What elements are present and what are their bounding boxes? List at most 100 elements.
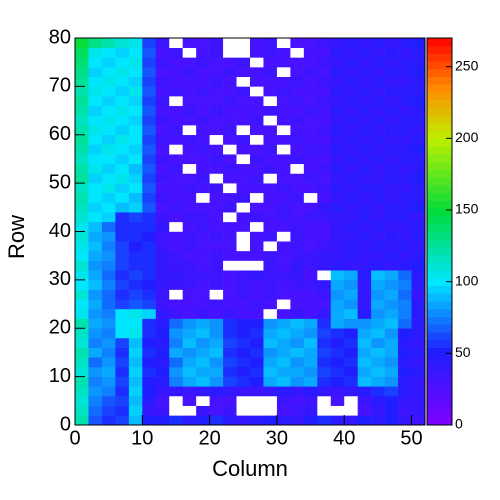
heat-cell xyxy=(209,105,224,116)
heat-cell xyxy=(236,154,251,165)
heat-cell xyxy=(182,241,197,252)
heat-cell xyxy=(115,173,130,184)
colorbar-segment xyxy=(427,223,452,232)
colorbar-segment xyxy=(427,285,452,294)
heat-cell xyxy=(88,279,103,290)
heat-cell xyxy=(371,202,385,213)
heat-cell xyxy=(223,415,237,426)
heat-cell xyxy=(128,96,143,107)
heat-cell xyxy=(142,96,157,107)
heat-cell xyxy=(209,357,224,368)
heat-cell xyxy=(169,173,183,184)
heat-cell xyxy=(88,192,103,203)
heat-cell xyxy=(330,47,345,58)
heat-cell xyxy=(303,173,318,184)
heat-cell xyxy=(142,173,157,184)
heat-cell xyxy=(196,366,210,377)
heat-cell xyxy=(357,105,372,116)
heat-cell xyxy=(88,337,103,348)
heat-cell xyxy=(155,154,170,165)
heat-cell xyxy=(398,212,412,223)
heat-cell xyxy=(75,328,89,339)
heat-cell xyxy=(398,154,412,165)
heat-cell xyxy=(155,250,170,261)
heat-cell xyxy=(75,299,89,310)
heat-cell xyxy=(115,299,130,310)
y-tick-label: 70 xyxy=(49,75,71,97)
heat-cell xyxy=(182,386,197,397)
heat-cell xyxy=(169,144,183,155)
heat-cell xyxy=(357,395,372,406)
heat-cell xyxy=(263,270,278,281)
heat-cell xyxy=(75,125,89,136)
heat-cell xyxy=(371,154,385,165)
heat-cell xyxy=(344,279,358,290)
heat-cell xyxy=(182,125,197,136)
heat-cell xyxy=(169,221,183,232)
heat-cell xyxy=(128,279,143,290)
heat-cell xyxy=(196,115,210,126)
heat-cell xyxy=(384,192,399,203)
heat-cell xyxy=(223,221,237,232)
heat-cell xyxy=(101,366,116,377)
heat-cell xyxy=(344,347,358,358)
heat-cell xyxy=(209,347,224,358)
heat-cell xyxy=(155,115,170,126)
heat-cell xyxy=(357,366,372,377)
heat-cell xyxy=(182,38,197,48)
heat-cell xyxy=(182,289,197,300)
heat-cell xyxy=(357,154,372,165)
heat-cell xyxy=(330,134,345,145)
heat-cell xyxy=(223,192,237,203)
heat-cell xyxy=(142,183,157,194)
heat-cell xyxy=(142,260,157,271)
heat-cell xyxy=(357,337,372,348)
colorbar-segment xyxy=(427,347,452,356)
heat-cell xyxy=(290,134,305,145)
heat-cell xyxy=(357,241,372,252)
y-tick-label: 60 xyxy=(49,123,71,145)
heat-cell xyxy=(115,260,130,271)
heat-cell xyxy=(263,221,278,232)
heat-cell xyxy=(344,308,358,319)
heat-cell xyxy=(209,183,224,194)
heat-cell xyxy=(357,173,372,184)
heat-cell xyxy=(276,105,291,116)
heat-cell xyxy=(384,337,399,348)
colorbar-segment xyxy=(427,177,452,186)
heat-cell xyxy=(317,115,332,126)
heat-cell xyxy=(276,125,291,136)
heat-cell xyxy=(182,347,197,358)
heat-cell xyxy=(236,231,251,242)
heat-cell xyxy=(88,270,103,281)
heat-cell xyxy=(101,415,116,426)
heat-cell xyxy=(209,47,224,58)
heat-cell xyxy=(196,405,210,416)
heat-cell xyxy=(317,125,332,136)
heat-cell xyxy=(371,125,385,136)
heat-cell xyxy=(196,38,210,48)
heat-cell xyxy=(155,38,170,48)
heat-cell xyxy=(209,299,224,310)
heat-cell xyxy=(384,47,399,58)
heat-cell xyxy=(317,357,332,368)
colorbar-segment xyxy=(427,246,452,256)
heat-cell xyxy=(155,308,170,319)
heat-cell xyxy=(371,337,385,348)
heat-cell xyxy=(371,260,385,271)
heat-cell xyxy=(398,125,412,136)
heat-cell xyxy=(371,241,385,252)
heat-cell xyxy=(128,67,143,77)
heat-cell xyxy=(209,86,224,97)
heat-cell xyxy=(357,125,372,136)
heat-cell xyxy=(250,173,264,184)
heat-cell xyxy=(303,347,318,358)
heat-cell xyxy=(250,308,264,319)
heat-cell xyxy=(142,86,157,97)
heat-cell xyxy=(101,134,116,145)
heat-cell xyxy=(263,405,278,416)
heat-cell xyxy=(250,76,264,87)
heat-cell xyxy=(88,231,103,242)
heat-cell xyxy=(303,144,318,155)
heat-cell xyxy=(276,250,291,261)
